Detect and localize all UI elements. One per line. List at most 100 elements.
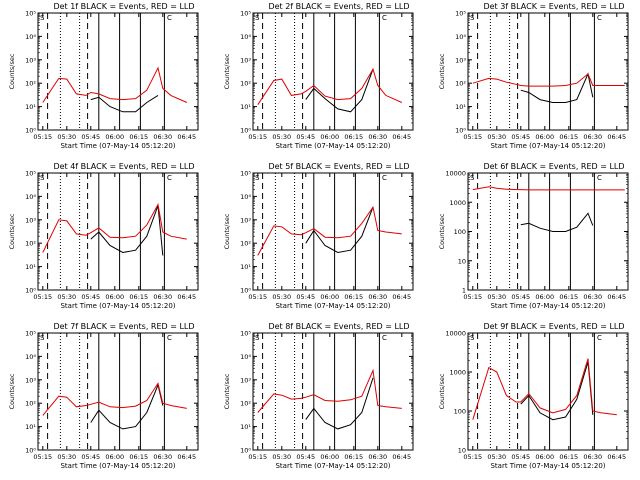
y-tick-label: 1000 xyxy=(449,369,466,377)
x-tick-label: 06:30 xyxy=(368,453,387,461)
x-tick-label: 06:00 xyxy=(105,453,124,461)
x-tick-label: 06:45 xyxy=(177,293,196,301)
x-tick-label: 05:45 xyxy=(81,133,100,141)
annotation-label: C xyxy=(382,14,387,22)
lld-series xyxy=(42,66,188,103)
y-tick-label: 10¹ xyxy=(25,103,36,111)
y-tick-label: 10⁴ xyxy=(25,353,36,361)
events-series xyxy=(90,94,159,113)
panel-9: Det 9f BLACK = Events, RED = LLD S C 10 100 1… xyxy=(438,322,629,470)
x-tick-label: 05:15 xyxy=(463,133,482,141)
x-tick-label: 06:00 xyxy=(105,133,124,141)
y-tick-label: 100 xyxy=(454,228,466,236)
y-tick-label: 10³ xyxy=(455,56,466,64)
x-tick-label: 06:15 xyxy=(129,293,148,301)
x-axis-label: Start Time (07-May-14 05:12:20) xyxy=(60,302,175,310)
annotation-label: C xyxy=(597,334,602,342)
y-tick-label: 10⁰ xyxy=(25,127,36,135)
x-tick-label: 06:30 xyxy=(368,293,387,301)
x-tick-label: 05:45 xyxy=(511,453,530,461)
x-tick-label: 05:45 xyxy=(296,293,315,301)
x-tick-label: 05:15 xyxy=(33,453,52,461)
panel-8: Det 8f BLACK = Events, RED = LLD S C 10⁰ 10¹… xyxy=(223,322,414,470)
y-tick-label: 10⁴ xyxy=(455,33,466,41)
y-tick-label: 10³ xyxy=(240,216,251,224)
y-tick-label: 1000 xyxy=(449,199,466,207)
annotation-label: C xyxy=(167,14,172,22)
panel-1: Det 1f BLACK = Events, RED = LLD S C 10⁰ 10¹… xyxy=(8,2,199,150)
annotation-label: S xyxy=(40,14,45,22)
panel-title: Det 7f BLACK = Events, RED = LLD xyxy=(53,322,194,331)
y-axis-label: Counts/sec xyxy=(8,53,16,89)
plot-frame xyxy=(37,12,199,131)
x-tick-label: 06:00 xyxy=(535,453,554,461)
x-tick-label: 06:45 xyxy=(607,453,626,461)
y-tick-label: 10¹ xyxy=(455,103,466,111)
plot-frame xyxy=(252,12,414,131)
x-tick-label: 05:15 xyxy=(463,453,482,461)
x-tick-label: 06:45 xyxy=(392,133,411,141)
panel-title: Det 6f BLACK = Events, RED = LLD xyxy=(483,162,624,171)
x-tick-label: 05:30 xyxy=(272,453,291,461)
y-tick-label: 10² xyxy=(240,80,251,88)
y-tick-label: 10⁰ xyxy=(25,447,36,455)
x-tick-label: 05:45 xyxy=(296,453,315,461)
panel-title: Det 8f BLACK = Events, RED = LLD xyxy=(268,322,409,331)
lld-series xyxy=(257,205,402,256)
y-tick-label: 10¹ xyxy=(240,103,251,111)
x-axis-label: Start Time (07-May-14 05:12:20) xyxy=(275,142,390,150)
x-tick-label: 06:00 xyxy=(320,133,339,141)
y-tick-label: 10² xyxy=(25,400,36,408)
x-tick-label: 06:15 xyxy=(344,453,363,461)
annotation-label: S xyxy=(470,174,475,182)
lld-series xyxy=(42,203,187,253)
y-tick-label: 100 xyxy=(454,408,466,416)
y-tick-label: 10⁵ xyxy=(240,330,251,338)
x-tick-label: 05:30 xyxy=(57,453,76,461)
x-tick-label: 06:15 xyxy=(559,133,578,141)
y-tick-label: 10³ xyxy=(240,56,251,64)
x-tick-label: 05:30 xyxy=(272,293,291,301)
y-tick-label: 10⁴ xyxy=(240,193,251,201)
y-tick-label: 10¹ xyxy=(25,423,36,431)
y-axis-label: Counts/sec xyxy=(438,213,446,249)
x-tick-label: 06:15 xyxy=(344,293,363,301)
x-tick-label: 05:15 xyxy=(463,293,482,301)
annotation-label: S xyxy=(255,14,260,22)
x-tick-label: 06:00 xyxy=(320,453,339,461)
y-tick-label: 10¹ xyxy=(240,263,251,271)
y-tick-label: 10⁵ xyxy=(240,170,251,178)
y-axis-label: Counts/sec xyxy=(8,213,16,249)
x-tick-label: 05:15 xyxy=(33,293,52,301)
annotation-label: C xyxy=(597,174,602,182)
y-tick-label: 10² xyxy=(240,240,251,248)
x-tick-label: 06:45 xyxy=(607,293,626,301)
x-axis-label: Start Time (07-May-14 05:12:20) xyxy=(490,462,605,470)
x-tick-label: 06:45 xyxy=(607,133,626,141)
y-tick-label: 10⁴ xyxy=(25,193,36,201)
x-tick-label: 05:30 xyxy=(57,133,76,141)
y-tick-label: 10² xyxy=(25,240,36,248)
events-series xyxy=(305,377,374,430)
annotation-label: C xyxy=(597,14,602,22)
y-tick-label: 10⁰ xyxy=(240,127,251,135)
x-tick-label: 06:15 xyxy=(559,293,578,301)
x-tick-label: 05:15 xyxy=(248,293,267,301)
y-tick-label: 1 xyxy=(462,287,466,295)
annotation-label: S xyxy=(255,334,260,342)
x-tick-label: 06:45 xyxy=(177,453,196,461)
y-tick-label: 10⁵ xyxy=(25,170,36,178)
lld-series xyxy=(472,186,625,191)
annotation-label: S xyxy=(470,334,475,342)
y-tick-label: 10 xyxy=(458,447,466,455)
y-tick-label: 10⁴ xyxy=(25,33,36,41)
x-axis-label: Start Time (07-May-14 05:12:20) xyxy=(275,302,390,310)
events-series xyxy=(520,72,594,103)
panel-2: Det 2f BLACK = Events, RED = LLD S C 10⁰ 10¹… xyxy=(223,2,414,150)
y-tick-label: 10³ xyxy=(25,376,36,384)
lld-series xyxy=(257,368,402,413)
x-tick-label: 06:30 xyxy=(583,293,602,301)
x-axis-label: Start Time (07-May-14 05:12:20) xyxy=(490,302,605,310)
x-tick-label: 05:45 xyxy=(81,453,100,461)
